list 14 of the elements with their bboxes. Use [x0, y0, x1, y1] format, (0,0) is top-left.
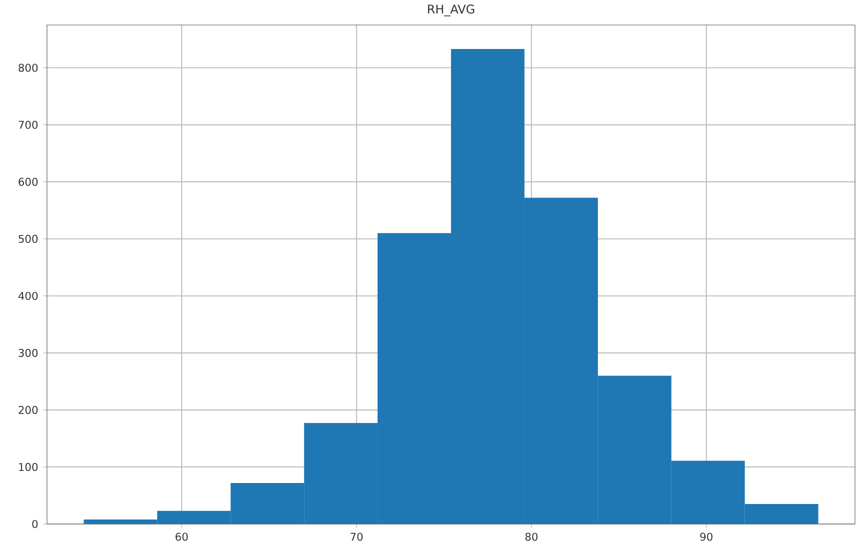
y-tick-label: 600	[18, 178, 38, 186]
y-tick-label: 500	[18, 234, 38, 243]
x-tick-label: 80	[525, 532, 538, 541]
y-tick-label: 700	[18, 120, 38, 129]
x-tick-label: 90	[700, 532, 712, 541]
y-tick-label: 300	[18, 348, 38, 357]
y-tick-label: 0	[32, 520, 38, 528]
x-tick-label: 60	[176, 532, 188, 541]
y-tick-label: 200	[18, 406, 38, 414]
y-tick-label: 100	[19, 462, 38, 471]
y-tick-label: 400	[18, 292, 38, 300]
chart-title: RH_AVG	[428, 4, 474, 16]
y-tick-label: 800	[18, 64, 38, 72]
x-tick-label: 70	[350, 532, 363, 541]
